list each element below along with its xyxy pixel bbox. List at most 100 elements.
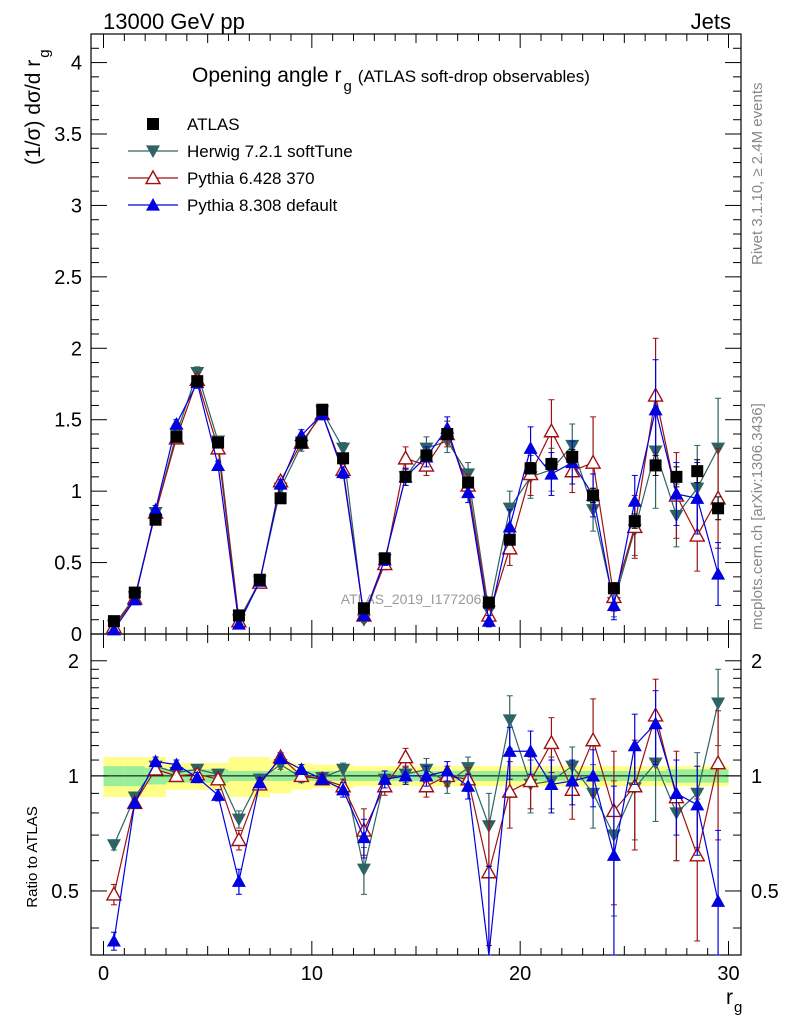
ratio-y-tick-label: 0.5 xyxy=(51,881,79,903)
ratio-point xyxy=(711,697,726,711)
legend-entry: Pythia 6.428 370 xyxy=(128,169,315,188)
main-point xyxy=(357,602,370,615)
main-point xyxy=(149,513,162,526)
main-point xyxy=(212,436,225,449)
main-point xyxy=(397,449,414,465)
ratio-point xyxy=(377,772,392,785)
x-tick-label: 0 xyxy=(98,963,109,985)
ratio-point xyxy=(231,874,246,887)
ratio-point xyxy=(543,734,560,750)
main-point xyxy=(544,467,559,480)
legend-entry: Herwig 7.2.1 softTune xyxy=(128,142,353,161)
main-point xyxy=(669,487,684,500)
main-point xyxy=(231,617,246,630)
main-point xyxy=(545,458,558,470)
ratio-point xyxy=(461,779,476,792)
ratio-point xyxy=(586,768,601,782)
main-point xyxy=(462,476,475,489)
y-tick-label: 3.5 xyxy=(54,124,82,146)
main-point xyxy=(337,452,350,465)
main-point xyxy=(461,485,476,499)
header-right: Jets xyxy=(691,9,731,34)
main-point xyxy=(420,449,433,462)
ratio-y-tick-label-right: 1 xyxy=(751,766,762,788)
main-title: Opening angle r g (ATLAS soft-drop observa… xyxy=(192,64,590,95)
ratio-point xyxy=(669,786,684,799)
main-point xyxy=(336,442,351,456)
ratio-y-tick-label-right: 2 xyxy=(751,651,762,673)
ratio-point xyxy=(315,772,330,785)
y-tick-label: 0 xyxy=(71,624,82,646)
ratio-point xyxy=(293,767,310,783)
analysis-watermark: ATLAS_2019_I1772062 xyxy=(341,591,490,607)
main-series xyxy=(105,337,727,636)
ratio-point xyxy=(106,933,121,947)
main-point xyxy=(690,491,705,504)
y-tick-label: 1.5 xyxy=(54,410,82,432)
ratio-point xyxy=(397,748,414,764)
ratio-point xyxy=(252,775,267,789)
ratio-point xyxy=(690,797,705,811)
y-tick-label: 3 xyxy=(71,195,82,217)
main-title-rest: (ATLAS soft-drop observables) xyxy=(358,67,590,86)
ratio-point xyxy=(648,716,663,730)
ratio-point xyxy=(273,751,288,765)
ratio-point xyxy=(356,863,371,877)
main-point xyxy=(649,459,662,472)
rivet-label: Rivet 3.1.10, ≥ 2.4M events xyxy=(749,83,766,266)
legend-label: Pythia 8.308 default xyxy=(187,196,338,215)
ratio-point xyxy=(711,894,726,907)
ratio-series-0 xyxy=(106,668,726,917)
main-title-text: Opening angle r xyxy=(192,64,341,87)
ratio-point xyxy=(419,768,434,782)
ratio-point xyxy=(356,830,371,844)
main-title-sub: g xyxy=(343,78,351,95)
main-point xyxy=(689,526,706,542)
main-point xyxy=(543,422,560,438)
y-tick-label: 4 xyxy=(71,53,82,75)
main-point xyxy=(670,470,683,483)
main-point xyxy=(606,598,621,612)
main-point xyxy=(524,462,537,475)
main-point xyxy=(502,519,517,533)
ratio-point xyxy=(211,788,226,801)
main-point xyxy=(503,533,516,546)
ratio-y-tick-label: 2 xyxy=(68,651,79,673)
ratio-axes: 0 10 20 30 0.5 0.5 1 1 2 2 xyxy=(51,633,779,985)
main-point xyxy=(648,402,663,416)
main-point xyxy=(501,539,518,555)
main-point xyxy=(148,502,163,516)
ratio-point xyxy=(190,770,205,784)
main-point xyxy=(232,609,245,622)
main-point xyxy=(169,417,184,430)
ratio-point xyxy=(565,773,580,787)
ratio-frame xyxy=(90,633,742,956)
legend-entry: Pythia 8.308 default xyxy=(128,196,338,215)
main-point xyxy=(211,458,226,472)
ratio-point xyxy=(522,772,539,788)
x-tick-label: 20 xyxy=(509,963,531,985)
main-series-line xyxy=(113,377,719,628)
legend: ATLAS Herwig 7.2.1 softTune Pythia 6.428 3… xyxy=(128,115,353,215)
ratio-point xyxy=(627,738,642,752)
main-point xyxy=(607,582,620,595)
ratio-point xyxy=(231,813,246,827)
y-tick-label: 1 xyxy=(71,481,82,503)
ratio-point xyxy=(502,714,517,728)
legend-marker xyxy=(146,145,160,158)
ratio-point xyxy=(294,762,309,775)
main-point xyxy=(691,465,704,478)
legend-marker xyxy=(146,198,160,211)
ratio-series xyxy=(105,668,727,956)
ratio-point xyxy=(398,768,413,782)
main-point xyxy=(273,477,288,490)
ratio-point xyxy=(106,839,121,852)
x-tick-label: 30 xyxy=(717,963,739,985)
main-point xyxy=(107,615,120,628)
main-point xyxy=(481,614,496,627)
ratio-point xyxy=(336,763,351,777)
main-point xyxy=(628,515,641,528)
y-tick-label: 0.5 xyxy=(54,553,82,575)
main-point xyxy=(295,436,308,449)
